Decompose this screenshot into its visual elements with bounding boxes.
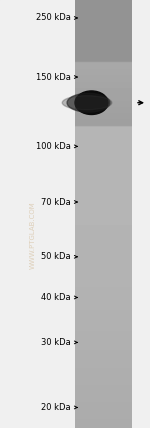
Ellipse shape bbox=[67, 93, 110, 112]
Text: 70 kDa: 70 kDa bbox=[41, 197, 70, 207]
Text: WWW.PTGLAB.COM: WWW.PTGLAB.COM bbox=[30, 202, 36, 269]
Text: 250 kDa: 250 kDa bbox=[36, 13, 70, 23]
Ellipse shape bbox=[62, 95, 112, 110]
Text: 30 kDa: 30 kDa bbox=[41, 338, 70, 347]
Bar bbox=[132, 0, 150, 428]
Text: 40 kDa: 40 kDa bbox=[41, 293, 70, 302]
Ellipse shape bbox=[75, 91, 108, 115]
Text: 150 kDa: 150 kDa bbox=[36, 72, 70, 82]
Text: 50 kDa: 50 kDa bbox=[41, 252, 70, 262]
Bar bbox=[0, 0, 75, 428]
Text: 100 kDa: 100 kDa bbox=[36, 142, 70, 151]
Text: 20 kDa: 20 kDa bbox=[41, 403, 70, 412]
